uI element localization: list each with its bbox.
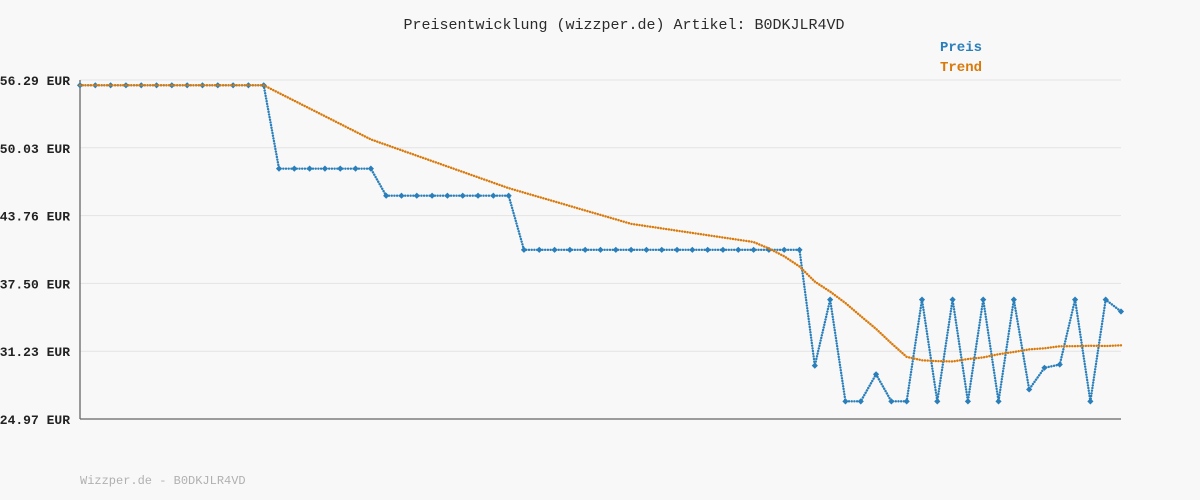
svg-text:43.76 EUR: 43.76 EUR — [0, 210, 70, 225]
svg-text:31.23 EUR: 31.23 EUR — [0, 345, 70, 360]
svg-text:37.50 EUR: 37.50 EUR — [0, 277, 70, 292]
svg-text:50.03 EUR: 50.03 EUR — [0, 142, 70, 157]
svg-text:56.29 EUR: 56.29 EUR — [0, 74, 70, 89]
svg-text:24.97 EUR: 24.97 EUR — [0, 413, 70, 428]
